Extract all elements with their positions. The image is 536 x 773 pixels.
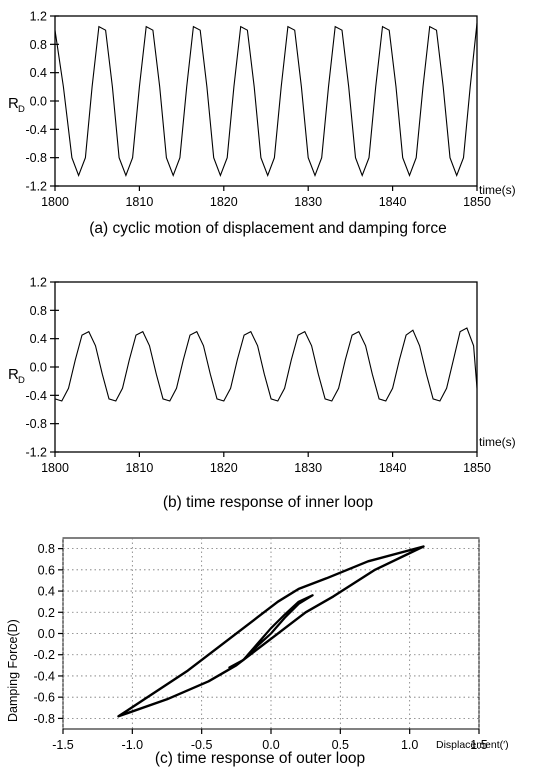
chart-c-x-tick-label: 0.0 (262, 738, 279, 752)
chart-b-series-line (54, 327, 478, 402)
chart-b-y-ticks: 1.2 0.8 0.4 0.0 -0.4 -0.8 -1.2 (25, 276, 59, 460)
chart-b-y-tick-label: -0.8 (25, 417, 47, 431)
chart-b-frame (54, 281, 478, 453)
chart-a-y-label-sub: D (18, 104, 25, 115)
chart-c-y-tick-label: 0.6 (38, 563, 55, 577)
chart-a-x-tick-label: 1840 (379, 195, 407, 209)
chart-b-x-label: time(s) (479, 435, 516, 449)
chart-a-y-tick-label: 1.2 (30, 10, 47, 24)
chart-a-x-tick-label: 1820 (210, 195, 238, 209)
chart-a-x-tick-label: 1800 (41, 195, 69, 209)
chart-b-y-tick-label: -0.4 (25, 389, 47, 403)
chart-b-y-label: R (8, 366, 19, 383)
chart-a-x-tick-label: 1810 (125, 195, 153, 209)
chart-c-y-tick-label: 0.8 (38, 542, 55, 556)
chart-b: 1.2 0.8 0.4 0.0 -0.4 -0.8 -1.2 1800 1810 1820 183… (8, 276, 516, 512)
chart-b-x-tick-label: 1800 (41, 461, 69, 475)
chart-a-x-label: time(s) (479, 183, 516, 197)
chart-a-x-tick-label: 1850 (463, 195, 491, 209)
chart-b-y-tick-label: 0.4 (30, 332, 47, 346)
chart-c-x-tick-label: 1.5 (470, 738, 487, 752)
chart-c-y-tick-label: 0.2 (38, 606, 55, 620)
chart-c-y-tick-label: -0.4 (33, 669, 55, 683)
chart-a-y-label: R (8, 95, 19, 112)
chart-c-x-tick-label: -1.5 (52, 738, 74, 752)
chart-c-x-tick-label: 1.0 (401, 738, 418, 752)
chart-b-y-tick-label: 1.2 (30, 276, 47, 290)
chart-c: 0.8 0.6 0.4 0.2 0.0 -0.2 -0.4 -0.6 -0.8 -1.5 -1.0… (6, 537, 509, 767)
chart-c-x-tick-label: -1.0 (122, 738, 144, 752)
chart-a-caption: (a) cyclic motion of displacement and da… (89, 220, 447, 237)
chart-b-x-ticks: 1800 1810 1820 1830 1840 1850 (41, 452, 491, 475)
chart-a-y-tick-label: -1.2 (25, 180, 47, 194)
chart-a-y-tick-label: 0.0 (30, 95, 47, 109)
chart-b-x-tick-label: 1830 (294, 461, 322, 475)
chart-c-x-tick-label: 0.5 (332, 738, 349, 752)
chart-c-y-ticks: 0.8 0.6 0.4 0.2 0.0 -0.2 -0.4 -0.6 -0.8 (33, 542, 63, 726)
chart-a-y-tick-label: -0.4 (25, 123, 47, 137)
chart-a-y-tick-label: 0.8 (30, 38, 47, 52)
chart-c-inner-loop (228, 594, 314, 669)
chart-a-y-tick-label: -0.8 (25, 151, 47, 165)
chart-b-y-tick-label: -1.2 (25, 446, 47, 460)
chart-b-caption: (b) time response of inner loop (163, 494, 373, 511)
chart-a-y-tick-label: 0.4 (30, 66, 47, 80)
chart-b-x-tick-label: 1840 (379, 461, 407, 475)
chart-b-x-tick-label: 1820 (210, 461, 238, 475)
chart-c-x-ticks: -1.5 -1.0 -0.5 0.0 0.5 1.0 1.5 (52, 729, 488, 752)
chart-c-y-tick-label: -0.2 (33, 648, 55, 662)
chart-c-outer-loop (117, 545, 425, 718)
chart-b-x-tick-label: 1850 (463, 461, 491, 475)
chart-b-y-tick-label: 0.8 (30, 304, 47, 318)
chart-b-y-tick-label: 0.0 (30, 361, 47, 375)
chart-c-y-tick-label: 0.0 (38, 627, 55, 641)
chart-b-x-tick-label: 1810 (125, 461, 153, 475)
chart-a-series-line (54, 23, 478, 177)
chart-a-frame (54, 15, 478, 187)
chart-a: 1.2 0.8 0.4 0.0 -0.4 -0.8 -1.2 1800 1810 1820 183… (8, 10, 516, 238)
chart-c-y-label: Damping Force(D) (6, 619, 20, 722)
chart-c-y-tick-label: 0.4 (38, 585, 55, 599)
chart-b-y-label-sub: D (18, 375, 25, 386)
chart-c-x-label: Displacement(′) (436, 739, 509, 751)
chart-a-x-tick-label: 1830 (294, 195, 322, 209)
chart-c-caption: (c) time response of outer loop (155, 750, 365, 767)
chart-c-x-tick-label: -0.5 (191, 738, 213, 752)
chart-a-x-ticks: 1800 1810 1820 1830 1840 1850 (41, 186, 491, 209)
chart-c-y-tick-label: -0.8 (33, 712, 55, 726)
chart-c-y-tick-label: -0.6 (33, 691, 55, 705)
chart-a-y-ticks: 1.2 0.8 0.4 0.0 -0.4 -0.8 -1.2 (25, 10, 59, 194)
